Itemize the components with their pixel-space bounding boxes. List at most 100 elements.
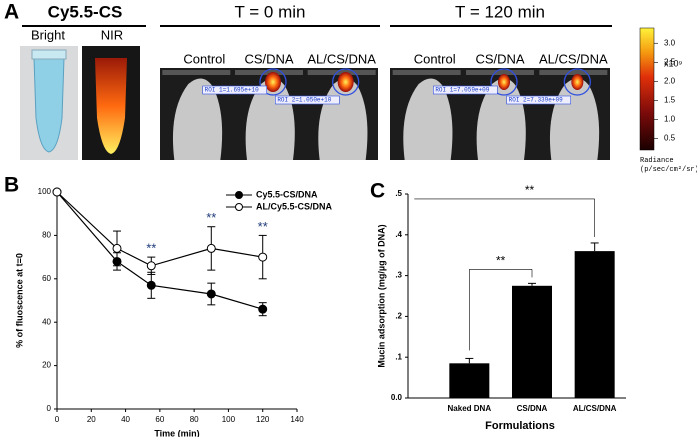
nir-photo — [82, 46, 140, 160]
legend-label: Cy5.5-CS/DNA — [256, 189, 318, 199]
group-label: Control — [414, 51, 456, 66]
cage-edge — [392, 70, 461, 75]
x-tick-label: 80 — [190, 415, 199, 424]
cage-edge — [307, 70, 376, 75]
x-tick-label: 60 — [155, 415, 164, 424]
tube — [33, 57, 65, 153]
error-bar — [590, 242, 599, 252]
x-tick-label: AL/CS/DNA — [573, 404, 617, 413]
panel-label: C — [370, 180, 385, 203]
group-label: CS/DNA — [244, 51, 293, 66]
colorbar-tick-label: 1.0 — [664, 115, 676, 124]
colorbar-scale: x10⁹ — [664, 58, 683, 68]
group-label: AL/CS/DNA — [539, 51, 608, 66]
y-tick-label: 0 — [47, 404, 52, 413]
colorbar-title: Radiance — [640, 157, 674, 165]
x-tick-label: 140 — [290, 415, 304, 424]
group-label: CS/DNA — [475, 51, 524, 66]
roi-box — [433, 85, 498, 95]
roi-label: ROI 2=1.050e+10 — [277, 97, 331, 104]
series-line — [56, 191, 263, 267]
group-label: AL/CS/DNA — [307, 51, 376, 66]
signal-spot — [498, 74, 510, 90]
bar — [449, 363, 490, 398]
x-tick-label: 120 — [256, 415, 270, 424]
y-tick-label: .1 — [395, 352, 402, 361]
legend-marker — [235, 203, 243, 211]
marker — [258, 252, 268, 262]
x-tick-label: 0 — [55, 415, 60, 424]
significance: ** — [496, 254, 506, 268]
roi-circle — [563, 68, 591, 96]
error-bar — [465, 357, 474, 364]
marker — [52, 187, 62, 197]
colorbar-tick-label: 0.5 — [664, 134, 676, 143]
legend-marker — [235, 191, 243, 199]
x-tick-label: CS/DNA — [517, 404, 548, 413]
tube-signal — [95, 58, 127, 154]
x-tick-label: 40 — [121, 415, 130, 424]
roi-circle — [332, 68, 360, 96]
y-tick-label: .2 — [395, 312, 402, 321]
x-tick-label: 100 — [222, 415, 236, 424]
roi-label: ROI 1=7.059e+09 — [435, 87, 489, 94]
series-line — [56, 191, 263, 310]
signal-spot — [337, 72, 354, 92]
roi-label: ROI 1=1.695e+10 — [205, 87, 259, 94]
panel-label: B — [4, 174, 19, 197]
mouse — [403, 78, 453, 160]
bar — [574, 251, 615, 398]
roi-box — [202, 85, 267, 95]
significance: ** — [525, 183, 535, 197]
y-tick-label: 100 — [38, 187, 52, 196]
legend-label: AL/Cy5.5-CS/DNA — [256, 201, 333, 211]
marker — [206, 243, 216, 253]
signal-spot — [265, 72, 281, 92]
y-tick-label: 40 — [42, 317, 51, 326]
colorbar-tick-label: 2.5 — [664, 57, 676, 66]
colorbar-tick-label: 1.5 — [664, 96, 676, 105]
y-tick-label: 0.0 — [391, 393, 403, 402]
marker — [112, 243, 122, 253]
tube-cap — [31, 49, 67, 60]
y-tick-label: .4 — [395, 230, 402, 239]
significance: ** — [258, 219, 268, 234]
y-tick-label: 60 — [42, 274, 51, 283]
roi-circle — [490, 68, 518, 96]
significance: ** — [146, 241, 156, 256]
y-tick-label: 20 — [42, 361, 51, 370]
x-tick-label: Naked DNA — [448, 404, 492, 413]
mouse-photo: ROI 1=1.695e+10 ROI 2=1.050e+10 — [160, 68, 378, 160]
roi-label: ROI 2=7.339e+09 — [509, 97, 563, 104]
colorbar-tick-label: 2.0 — [664, 76, 676, 85]
signal-spot — [571, 74, 584, 90]
group-label: Control — [183, 51, 225, 66]
mouse-photo: ROI 1=7.059e+09 ROI 2=7.339e+09 — [390, 68, 610, 160]
roi-circle — [259, 68, 287, 96]
x-axis-label: Formulations — [485, 420, 555, 432]
significance-bracket: ** — [414, 183, 595, 237]
timepoint-title: T = 120 min — [455, 2, 545, 21]
colorbar-tick-label: 3.0 — [664, 38, 676, 47]
panel-label: A — [4, 1, 19, 24]
y-tick-label: .3 — [395, 271, 402, 280]
significance: ** — [206, 210, 216, 225]
x-tick-label: 20 — [87, 415, 96, 424]
significance-bracket: ** — [469, 254, 533, 351]
view-label: Bright — [31, 27, 65, 42]
view-label: NIR — [101, 27, 123, 42]
roi-box — [275, 95, 340, 105]
x-axis-label: Time (min) — [154, 428, 199, 437]
timepoint-title: T = 0 min — [234, 2, 305, 21]
marker — [146, 280, 156, 290]
marker — [206, 289, 216, 299]
bar — [512, 285, 552, 398]
colorbar-title: (p/sec/cm²/sr) — [640, 166, 697, 174]
mouse — [172, 78, 223, 160]
marker — [146, 261, 156, 271]
error-bar — [528, 282, 536, 286]
y-axis-label: Mucin adsorption (mg/µg of DNA) — [376, 224, 386, 367]
cage-edge — [466, 70, 534, 75]
cage-edge — [539, 70, 608, 75]
